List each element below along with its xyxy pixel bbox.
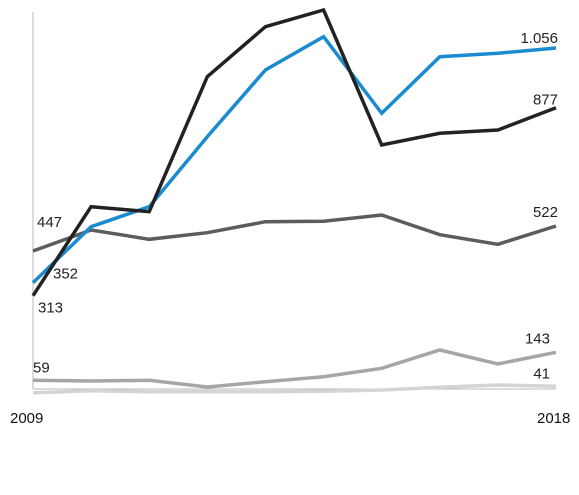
- x-tick-label-end: 2018: [537, 410, 570, 427]
- start-value-label-1: 313: [38, 300, 63, 317]
- end-value-label-4: 41: [533, 365, 550, 382]
- series-line-0: [31, 34, 557, 284]
- value-labels: 352 1.056 313 877 447 522 59 143 41: [33, 30, 558, 382]
- series-line-4: [32, 383, 557, 395]
- x-tick-label-start: 2009: [10, 410, 43, 427]
- series-line-3: [32, 348, 557, 389]
- end-value-label-3: 143: [525, 330, 550, 347]
- start-value-label-0: 352: [53, 266, 78, 283]
- end-value-label-0: 1.056: [520, 30, 558, 47]
- end-value-label-2: 522: [533, 204, 558, 221]
- series-layer: [31, 7, 557, 395]
- start-value-label-3: 59: [33, 359, 50, 376]
- start-value-label-2: 447: [37, 214, 62, 231]
- series-line-2: [32, 213, 557, 253]
- end-value-label-1: 877: [533, 92, 558, 109]
- series-line-1: [31, 7, 557, 297]
